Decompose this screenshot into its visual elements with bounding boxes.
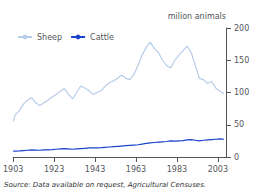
svg-text:Sheep: Sheep <box>37 33 62 42</box>
svg-text:1943: 1943 <box>85 165 105 174</box>
svg-text:2003: 2003 <box>208 165 228 174</box>
svg-text:milion animals: milion animals <box>168 12 226 21</box>
svg-text:1963: 1963 <box>126 165 146 174</box>
svg-text:Source: Data available on requ: Source: Data available on request, Agric… <box>4 181 206 189</box>
svg-text:200: 200 <box>234 24 249 33</box>
svg-text:1983: 1983 <box>167 165 187 174</box>
svg-text:100: 100 <box>234 88 249 97</box>
svg-text:150: 150 <box>234 56 249 65</box>
svg-text:50: 50 <box>234 120 244 129</box>
svg-text:Cattle: Cattle <box>90 33 114 42</box>
svg-text:1923: 1923 <box>44 165 64 174</box>
svg-text:1903: 1903 <box>3 165 23 174</box>
svg-text:0: 0 <box>234 153 239 162</box>
